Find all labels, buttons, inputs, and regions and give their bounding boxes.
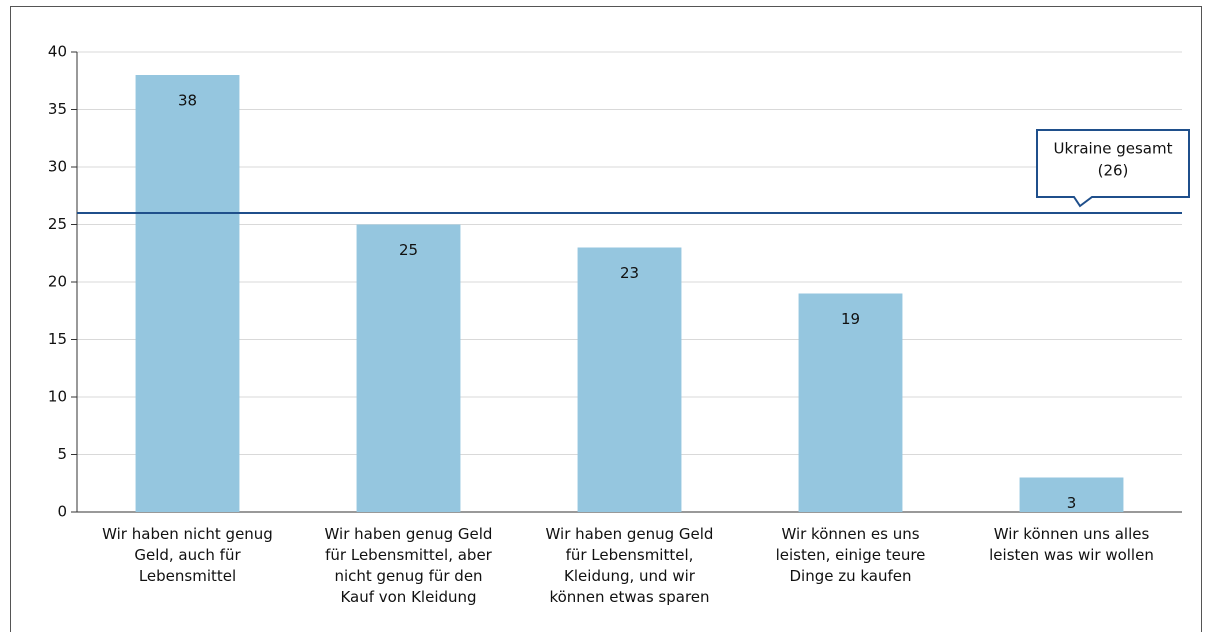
y-tick-label: 15: [48, 330, 67, 348]
x-tick-label-box: Wir haben nicht genug Geld, auch für Leb…: [102, 525, 273, 585]
x-tick-label-box: Wir können es uns leisten, einige teure …: [775, 525, 926, 585]
y-tick-label: 20: [48, 273, 67, 291]
x-tick-label-box: Wir haben genug Geld für Lebensmittel, K…: [545, 525, 714, 606]
x-tick-label: Wir können es uns leisten, einige teure …: [775, 525, 926, 585]
x-tick-label-box: Wir haben genug Geld für Lebensmittel, a…: [324, 525, 493, 606]
frame: [10, 6, 1202, 632]
callout-value: (26): [1098, 162, 1129, 180]
y-tick-label: 0: [57, 503, 67, 521]
bar: [1019, 477, 1124, 512]
data-label: 25: [399, 241, 418, 259]
data-label: 38: [178, 92, 197, 110]
x-tick-label-box: Wir können uns alles leisten was wir wol…: [989, 525, 1154, 564]
callout-label: Ukraine gesamt: [1054, 140, 1173, 158]
data-label: 23: [620, 264, 639, 282]
bar: [798, 293, 903, 512]
y-tick-label: 25: [48, 215, 67, 233]
x-tick-label: Wir haben genug Geld für Lebensmittel, a…: [324, 525, 493, 606]
bar: [577, 247, 682, 512]
bar: [356, 224, 461, 512]
x-tick-label: Wir haben nicht genug Geld, auch für Leb…: [102, 525, 273, 585]
y-tick-label: 35: [48, 100, 67, 118]
y-tick-label: 5: [57, 445, 67, 463]
x-tick-label: Wir haben genug Geld für Lebensmittel, K…: [545, 525, 714, 606]
y-tick-label: 30: [48, 158, 67, 176]
data-label: 19: [841, 310, 860, 328]
y-tick-label: 40: [48, 43, 67, 61]
y-tick-label: 10: [48, 388, 67, 406]
x-tick-label: Wir können uns alles leisten was wir wol…: [989, 525, 1154, 564]
callout-box: [1036, 129, 1190, 208]
data-label: 3: [1067, 494, 1077, 512]
bar: [135, 75, 240, 512]
